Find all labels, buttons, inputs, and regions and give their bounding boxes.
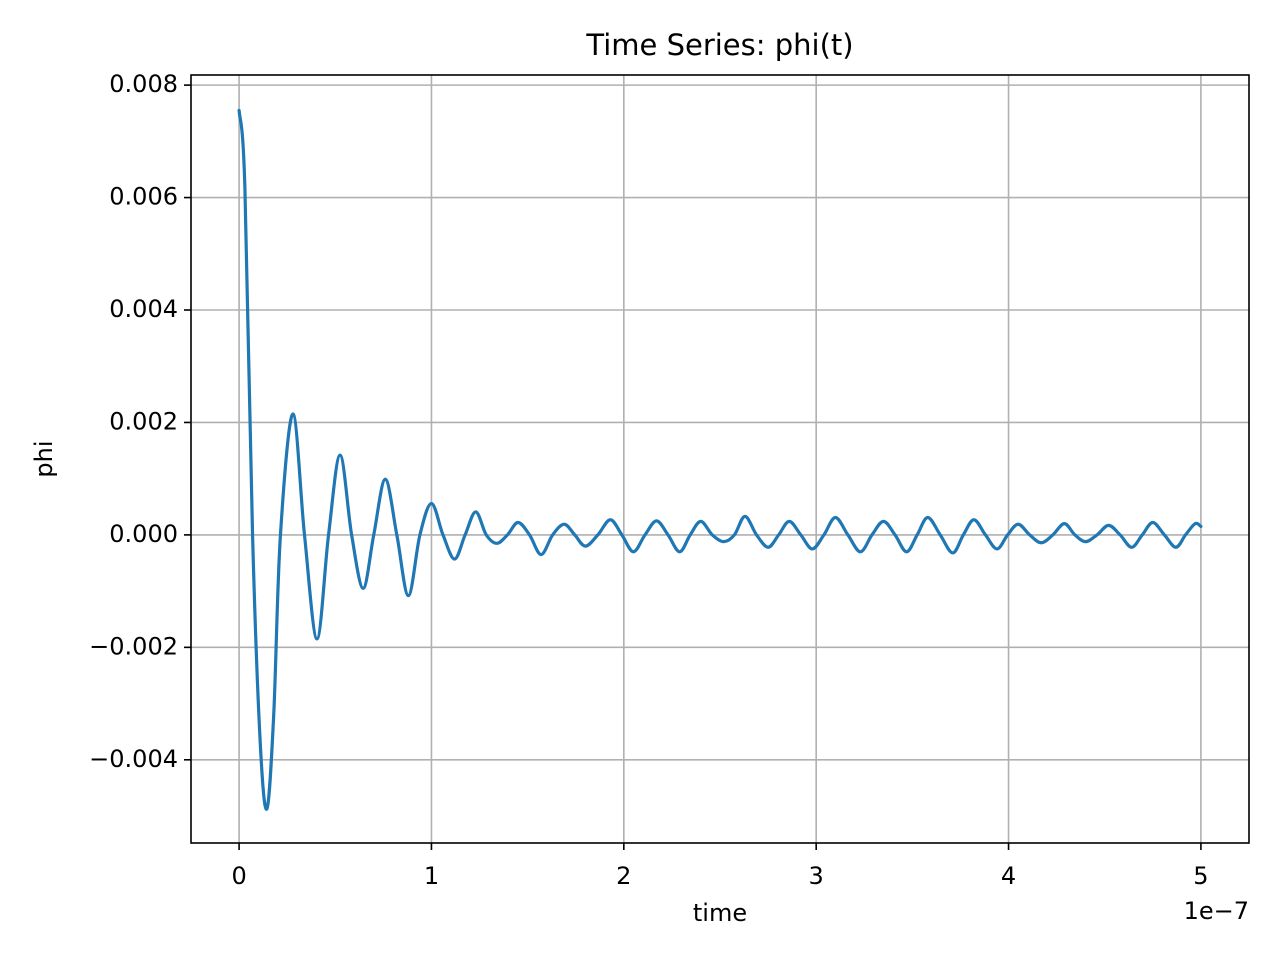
x-tick-label: 1 [424,862,439,890]
y-tick-label: −0.004 [89,745,178,773]
plot-area [237,108,1203,811]
axes-frame [190,74,1250,844]
y-axis-label: phi [30,440,58,477]
x-tick-label: 0 [231,862,246,890]
y-tick-label: 0.004 [109,295,178,323]
y-tick-label: −0.002 [89,632,178,660]
y-tick-label: 0.008 [109,70,178,98]
y-tick-label: 0.000 [109,520,178,548]
x-axis-label: time [693,899,747,927]
chart-title: Time Series: phi(t) [585,28,853,62]
x-tick-label: 3 [809,862,824,890]
grid [191,75,1249,843]
x-tick-label: 2 [616,862,631,890]
x-offset-label: 1e−7 [1184,897,1249,925]
x-tick-label: 5 [1193,862,1208,890]
y-tick-label: 0.006 [109,183,178,211]
data-line [237,108,1203,811]
x-tick-label: 4 [1001,862,1016,890]
y-tick-label: 0.002 [109,407,178,435]
